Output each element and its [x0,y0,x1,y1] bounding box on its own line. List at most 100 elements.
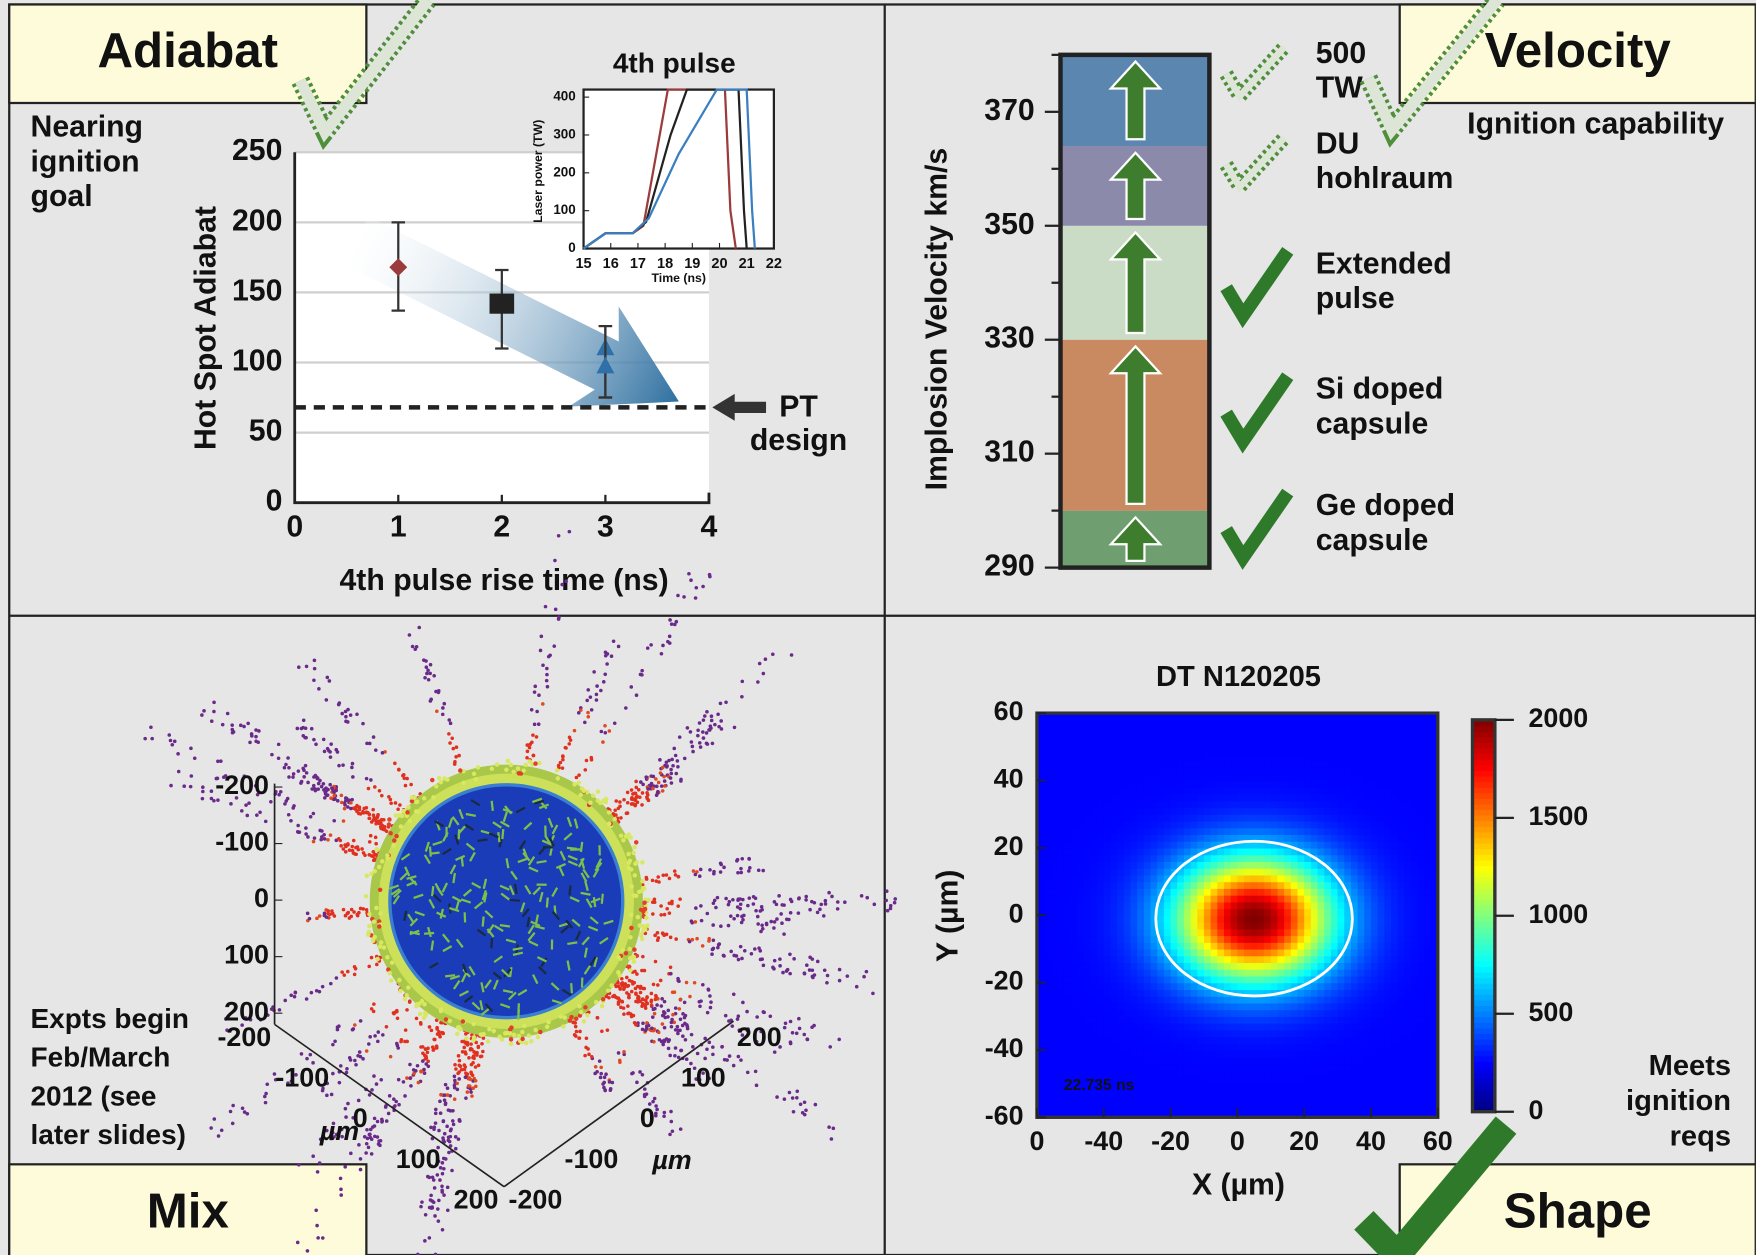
rim-point [464,1036,469,1041]
y-axis-label: µm [651,1145,691,1175]
sphere [388,783,625,1020]
heatmap-cell [1317,901,1325,910]
spike-point [645,646,650,650]
heatmap-cell [1264,888,1272,896]
heatmap-cell [1297,1056,1305,1065]
surface-streak [550,982,560,991]
heatmap-cell [1063,854,1072,863]
spike-point [354,845,358,850]
heatmap-cell [1157,868,1165,876]
y-tick-label: 200 [232,204,282,237]
heatmap-cell [1277,1016,1285,1024]
heatmap-cell [1130,901,1138,910]
heatmap-cell [1217,726,1225,735]
heatmap-cell [1137,753,1145,761]
spike-point [234,796,239,800]
spike-point [658,758,662,762]
heatmap-cell [1324,1070,1332,1078]
heatmap-cell [1103,1009,1112,1017]
heatmap-cell [1043,773,1052,782]
z-tick-label: 200 [224,996,269,1026]
heatmap-cell [1050,989,1058,997]
heatmap-cell [1183,908,1192,916]
spike-point [572,728,577,733]
surface-streak [498,837,504,848]
heatmap-cell [1304,915,1312,923]
heatmap-cell [1210,975,1219,984]
spike-point [388,797,393,802]
heatmap-cell [1043,901,1052,910]
heatmap-cell [1043,935,1052,943]
heatmap-cell [1130,767,1138,775]
heatmap-cell [1157,827,1165,836]
heatmap-cell [1170,1022,1178,1031]
heatmap-cell [1290,773,1299,782]
heatmap-cell [1123,868,1132,876]
heatmap-cell [1130,915,1138,923]
heatmap-cell [1070,996,1078,1004]
heatmap-cell [1237,834,1245,842]
heatmap-cell [1270,726,1279,735]
heatmap-cell [1290,820,1299,829]
spike-point [289,1079,294,1083]
heatmap-cell [1203,1043,1212,1051]
heatmap-cell [1270,1063,1279,1071]
heatmap-cell [1143,969,1152,977]
heatmap-cell [1090,989,1098,997]
heatmap-cell [1097,854,1105,863]
heatmap-cell [1036,868,1045,876]
spike-point [659,904,663,908]
spike-point [884,889,889,893]
heatmap-cell [1036,733,1045,741]
heatmap-cell [1163,942,1172,950]
rim-point [447,1018,453,1024]
heatmap-cell [1117,841,1125,849]
heatmap-cell [1290,881,1299,889]
spike-point [458,1064,463,1069]
spike-point [377,1139,381,1143]
heatmap-cell [1310,1049,1319,1058]
heatmap-cell [1317,868,1325,876]
surface-streak [479,1000,484,1011]
spike-point [365,1136,370,1141]
heatmap-cell [1203,1002,1212,1011]
heatmap-cell [1170,834,1178,842]
spike-point [431,1178,436,1182]
heatmap-cell [1277,753,1285,761]
spike-point [212,1117,217,1121]
heatmap-cell [1264,895,1272,903]
heatmap-cell [1143,921,1152,930]
heatmap-cell [1224,1029,1232,1038]
spike-point [837,978,842,983]
heatmap-cell [1170,820,1178,829]
spike-point [347,848,352,852]
heatmap-cell [1297,814,1305,822]
heatmap-cell [1203,1110,1212,1118]
spike-point [395,1041,399,1046]
spike-point [739,870,744,875]
heatmap-cell [1043,1056,1052,1065]
heatmap-cell [1244,1070,1252,1078]
spike-point [340,711,344,716]
heatmap-cell [1043,847,1052,856]
surface-streak [566,960,571,971]
spike-point [652,897,657,902]
heatmap-cell [1177,989,1185,997]
heatmap-cell [1237,841,1245,849]
spike-point [371,850,376,854]
spike-point [620,976,624,981]
rim-point [581,788,587,794]
heatmap-cell [1083,767,1092,775]
heatmap-cell [1070,827,1078,836]
heatmap-cell [1170,901,1178,910]
spike-point [453,1062,457,1067]
spike-point [369,1007,374,1011]
spike-point [457,1058,462,1063]
heatmap-cell [1177,1036,1185,1044]
heatmap-cell [1317,962,1325,970]
heatmap-cell [1197,1103,1205,1112]
spike-point [447,732,451,736]
heatmap-cell [1043,1036,1052,1044]
heatmap-cell [1170,928,1178,937]
heatmap-cell [1177,800,1185,809]
